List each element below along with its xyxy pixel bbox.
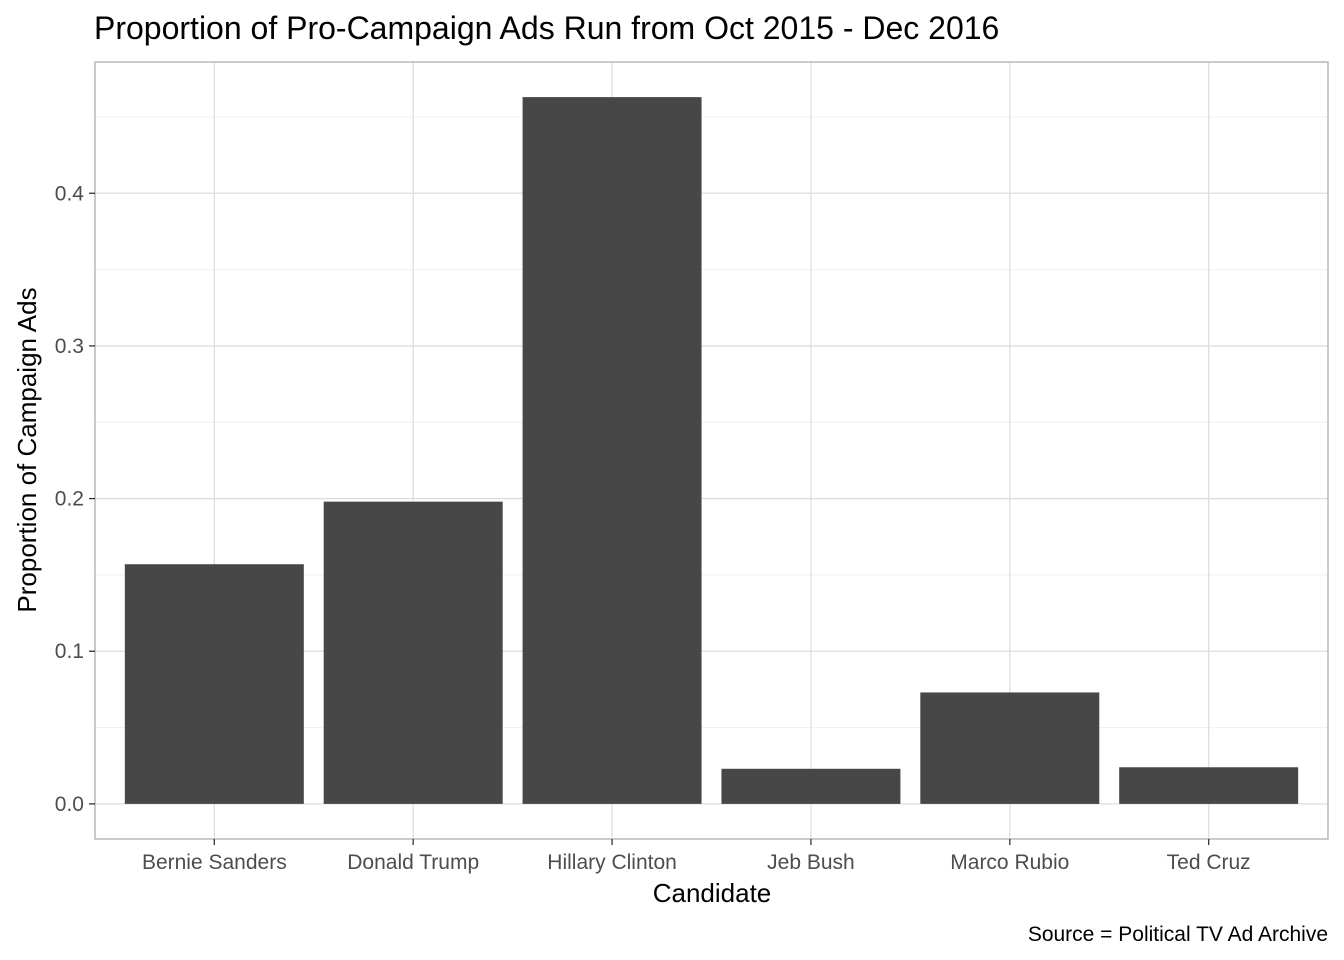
axis-ticks: 0.0 0.1 0.2 0.3 0.4 Bernie Sanders Donald Trum… [55, 182, 1251, 874]
x-tick-label: Donald Trump [347, 851, 479, 874]
y-tick-label: 0.1 [55, 640, 84, 663]
y-tick-label: 0.4 [55, 182, 85, 205]
x-tick-label: Ted Cruz [1167, 851, 1251, 874]
y-axis-title: Proportion of Campaign Ads [12, 287, 42, 612]
bar-ted-cruz [1119, 767, 1299, 804]
y-tick-label: 0.0 [55, 793, 84, 816]
x-tick-label: Marco Rubio [950, 851, 1069, 874]
y-tick-label: 0.2 [55, 488, 84, 511]
bar-hillary-clinton [522, 97, 702, 804]
bar-donald-trump [323, 501, 503, 804]
source-caption: Source = Political TV Ad Archive [1028, 923, 1328, 946]
bar-series [124, 97, 1299, 804]
bar-jeb-bush [721, 768, 901, 804]
bar-marco-rubio [920, 692, 1100, 804]
x-tick-label: Hillary Clinton [547, 851, 677, 874]
x-tick-label: Jeb Bush [767, 851, 855, 874]
y-tick-label: 0.3 [55, 335, 84, 358]
x-tick-label: Bernie Sanders [142, 851, 287, 874]
panel-border [94, 61, 1329, 840]
x-axis-title: Candidate [653, 878, 772, 908]
bar-bernie-sanders [124, 564, 304, 804]
chart-title: Proportion of Pro-Campaign Ads Run from … [94, 10, 999, 46]
